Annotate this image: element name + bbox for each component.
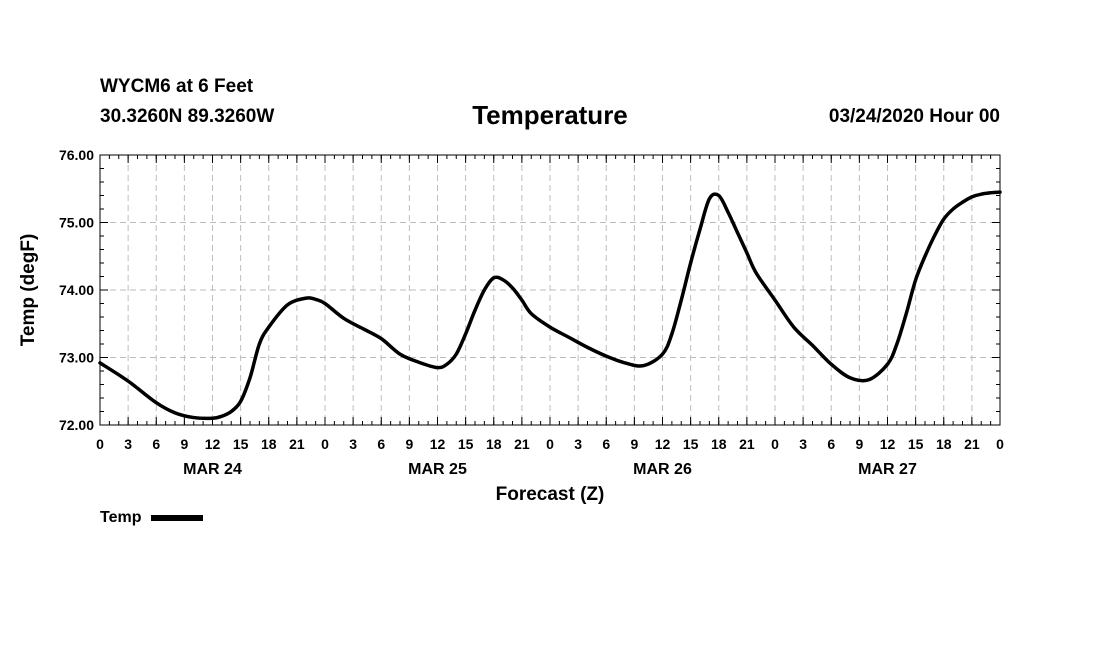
x-tick-label: 15 [908,436,924,452]
y-tick-label: 72.00 [59,417,94,433]
x-axis-label: Forecast (Z) [496,484,605,505]
x-tick-label: 9 [405,436,413,452]
x-tick-label: 12 [430,436,446,452]
x-tick-label: 9 [855,436,863,452]
x-tick-label: 15 [233,436,249,452]
x-tick-label: 9 [180,436,188,452]
chart-title: Temperature [472,100,628,130]
legend-label: Temp [100,509,142,526]
x-tick-label: 21 [289,436,305,452]
forecast-date-label: 03/24/2020 Hour 00 [828,106,1000,127]
y-tick-label: 74.00 [59,282,94,298]
x-tick-label: 15 [458,436,474,452]
x-tick-label: 6 [602,436,610,452]
legend: Temp [100,509,204,527]
x-tick-label: 15 [683,436,699,452]
x-tick-label: 12 [655,436,671,452]
y-axis-label: Temp (degF) [18,234,39,347]
legend-line-swatch [151,515,204,521]
x-tick-label: 6 [152,436,160,452]
x-tick-label: 21 [964,436,980,452]
x-tick-label: 6 [377,436,385,452]
y-tick-label: 76.00 [59,147,94,163]
x-tick-label: 0 [546,436,554,452]
x-tick-label: 6 [827,436,835,452]
x-tick-label: 0 [321,436,329,452]
coordinates-label: 30.3260N 89.3260W [100,106,275,127]
station-label: WYCM6 at 6 Feet [100,76,254,97]
x-tick-label: 18 [936,436,952,452]
x-day-label: MAR 25 [408,461,467,478]
x-tick-label: 9 [630,436,638,452]
x-day-label: MAR 26 [633,461,692,478]
x-tick-label: 0 [771,436,779,452]
x-tick-label: 0 [96,436,104,452]
x-tick-label: 18 [711,436,727,452]
x-tick-label: 3 [799,436,807,452]
x-tick-label: 12 [880,436,896,452]
x-tick-label: 3 [124,436,132,452]
series-line-temp [98,190,1002,421]
x-tick-label: 21 [739,436,755,452]
x-tick-label: 12 [205,436,221,452]
y-tick-label: 73.00 [59,350,94,366]
y-tick-label: 75.00 [59,215,94,231]
x-day-label: MAR 24 [183,461,242,478]
x-tick-label: 21 [514,436,530,452]
x-tick-label: 3 [574,436,582,452]
x-day-label: MAR 27 [858,461,917,478]
x-tick-label: 3 [349,436,357,452]
x-tick-label: 0 [996,436,1004,452]
x-tick-label: 18 [261,436,277,452]
x-tick-label: 18 [486,436,502,452]
